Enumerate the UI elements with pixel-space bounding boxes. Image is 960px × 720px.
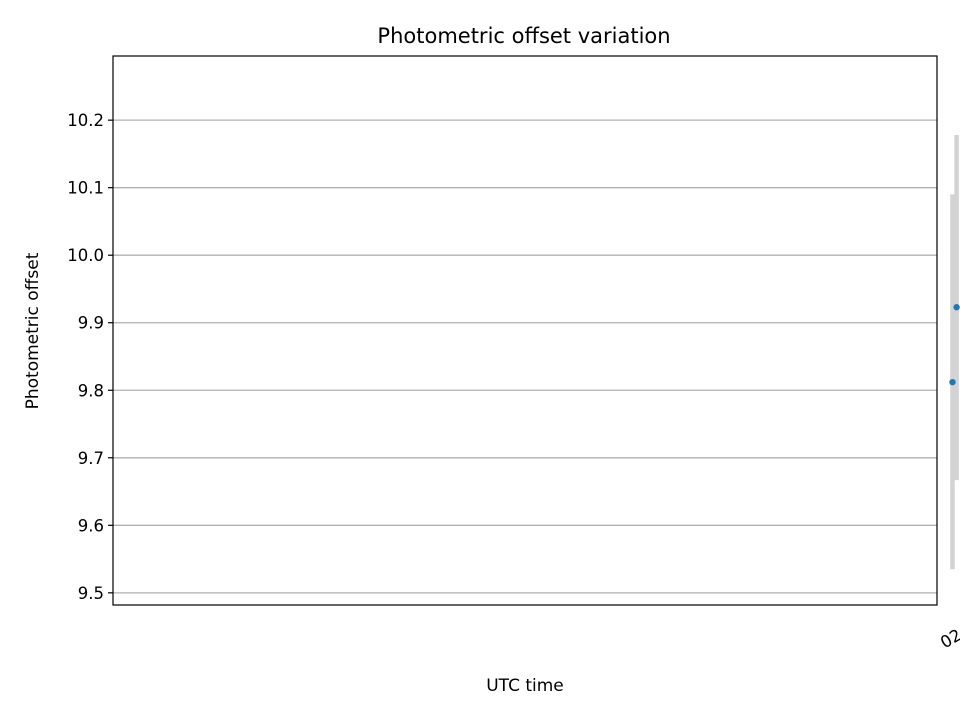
- data-point: [953, 304, 960, 311]
- grid: [113, 119, 937, 594]
- y-tick-label: 9.5: [78, 584, 104, 603]
- y-tick-label: 9.9: [78, 314, 104, 333]
- y-axis-label: Photometric offset: [23, 252, 43, 409]
- y-axis-ticks: 9.5 9.6 9.7 9.8 9.9 10.0 10.1 10.2: [67, 111, 113, 603]
- x-axis-label: UTC time: [486, 676, 564, 696]
- y-tick-label: 10.1: [67, 179, 104, 198]
- data-point: [949, 378, 956, 386]
- y-tick-label: 9.7: [78, 449, 104, 468]
- y-tick-label: 10.0: [67, 246, 104, 265]
- y-tick-label: 9.8: [78, 381, 104, 400]
- plot-frame: [112, 55, 938, 606]
- y-tick-label: 10.2: [67, 111, 104, 130]
- x-axis-ticks: 20:0021:0022:0023:0000:0001:0002:00: [937, 612, 960, 652]
- chart-title: Photometric offset variation: [377, 24, 670, 48]
- x-tick-label: 02:00: [937, 612, 960, 652]
- y-tick-label: 9.6: [78, 516, 104, 535]
- error-bars: [950, 135, 959, 570]
- data-points: [949, 304, 960, 386]
